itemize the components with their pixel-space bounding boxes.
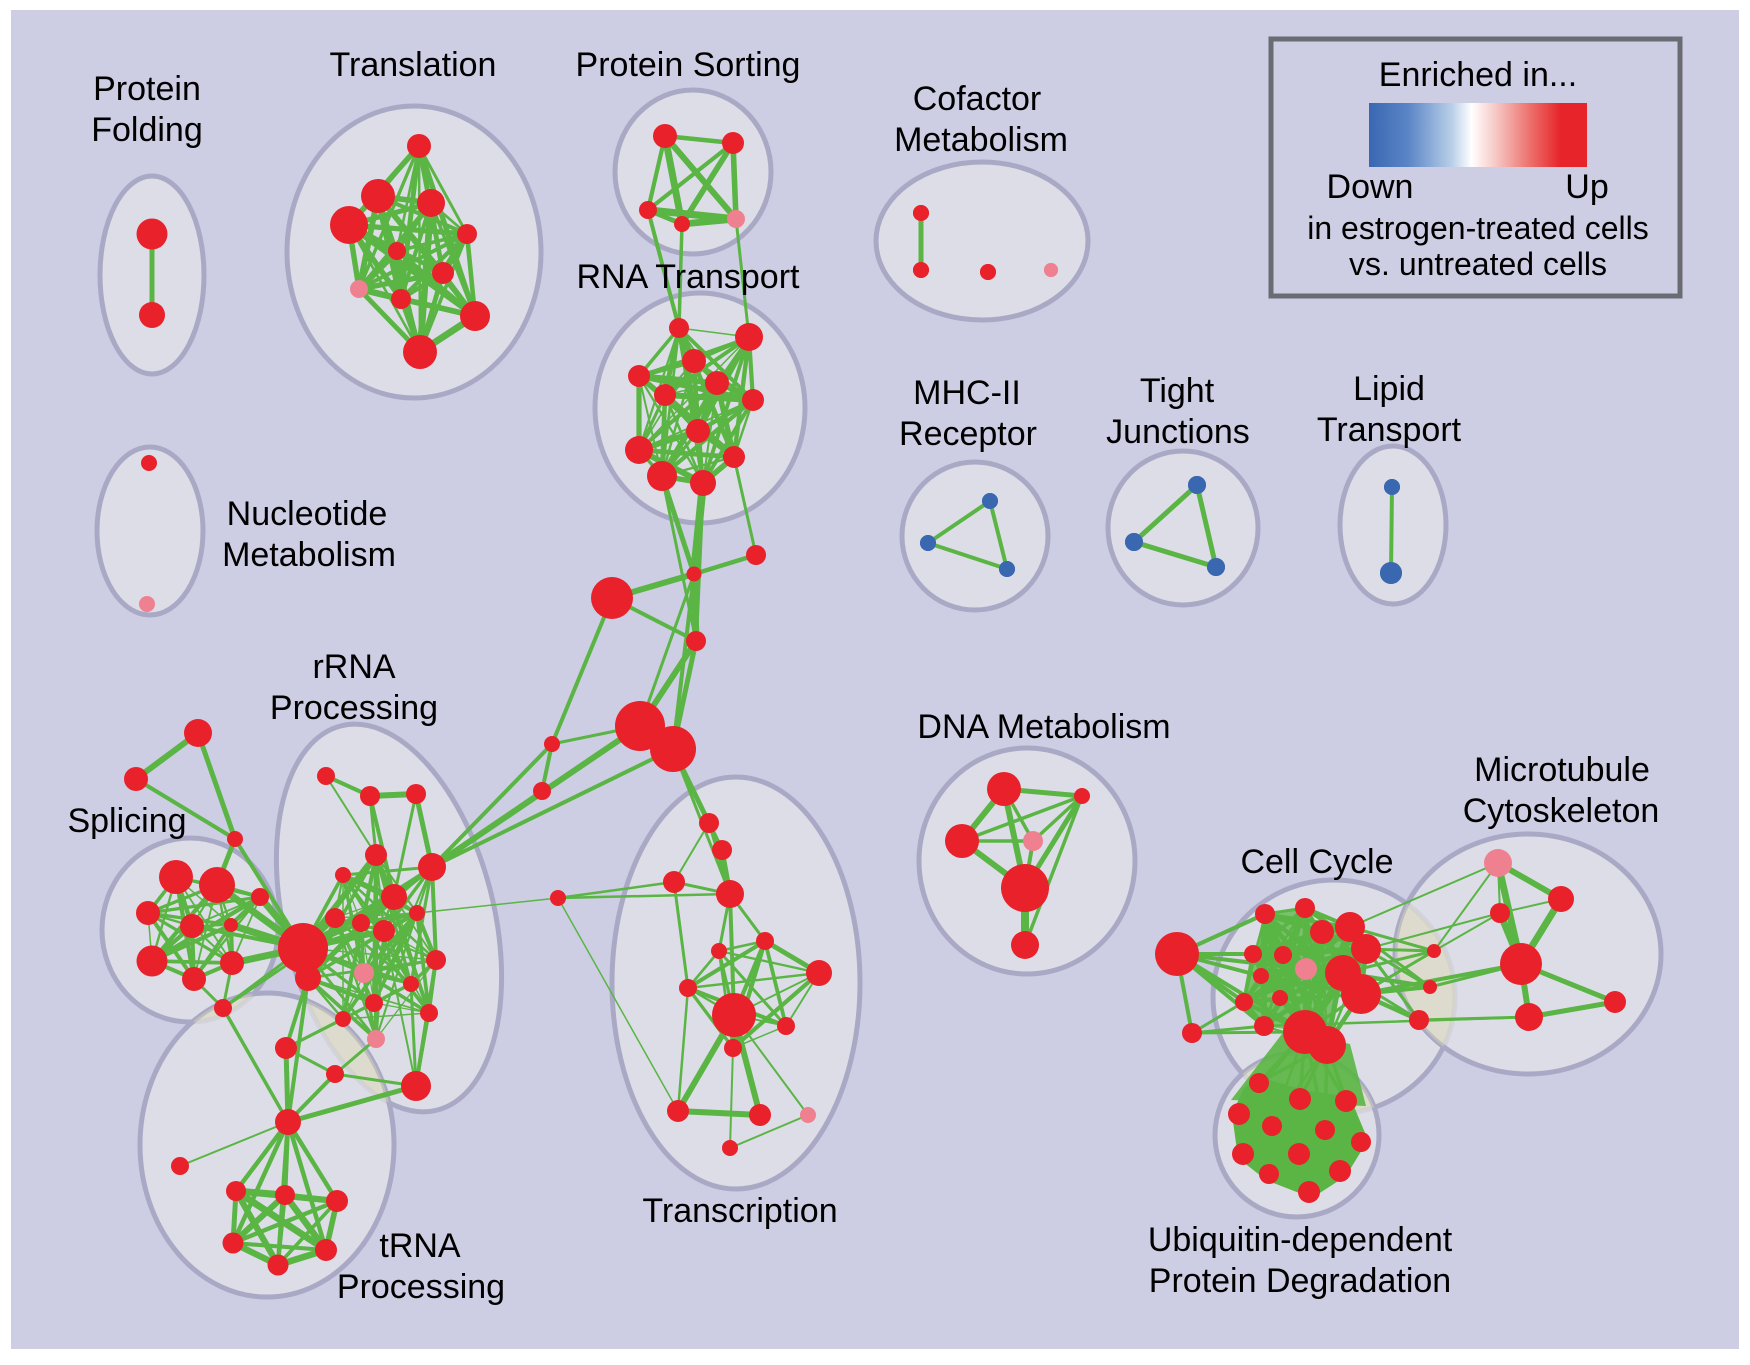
svg-text:vs. untreated cells: vs. untreated cells [1349,246,1607,282]
svg-text:Processing: Processing [270,689,438,727]
svg-text:Receptor: Receptor [899,415,1037,453]
svg-text:Enriched in...: Enriched in... [1379,56,1577,94]
svg-text:Junctions: Junctions [1106,413,1250,451]
svg-text:Translation: Translation [330,46,497,84]
svg-text:Protein Degradation: Protein Degradation [1149,1262,1451,1300]
svg-text:MHC-II: MHC-II [913,374,1021,412]
svg-text:Nucleotide: Nucleotide [227,495,388,533]
svg-text:Metabolism: Metabolism [894,121,1068,159]
svg-text:rRNA: rRNA [312,648,395,686]
svg-text:RNA Transport: RNA Transport [577,258,801,296]
svg-text:Up: Up [1565,168,1608,206]
svg-text:Tight: Tight [1140,372,1215,410]
svg-text:Folding: Folding [91,111,203,149]
svg-text:Metabolism: Metabolism [222,536,396,574]
svg-text:Transcription: Transcription [642,1192,837,1230]
svg-text:Splicing: Splicing [67,802,186,840]
svg-text:in estrogen-treated cells: in estrogen-treated cells [1307,210,1649,246]
svg-text:Microtubule: Microtubule [1474,751,1650,789]
svg-text:tRNA: tRNA [379,1227,461,1265]
svg-text:DNA Metabolism: DNA Metabolism [917,708,1170,746]
svg-text:Lipid: Lipid [1353,370,1425,408]
svg-text:Protein Sorting: Protein Sorting [576,46,801,84]
svg-text:Ubiquitin-dependent: Ubiquitin-dependent [1148,1221,1453,1259]
svg-text:Protein: Protein [93,70,201,108]
svg-text:Transport: Transport [1317,411,1462,449]
svg-text:Cofactor: Cofactor [913,80,1042,118]
svg-text:Cytoskeleton: Cytoskeleton [1463,792,1660,830]
svg-text:Cell Cycle: Cell Cycle [1240,843,1393,881]
svg-text:Processing: Processing [337,1268,505,1306]
svg-text:Down: Down [1327,168,1414,206]
